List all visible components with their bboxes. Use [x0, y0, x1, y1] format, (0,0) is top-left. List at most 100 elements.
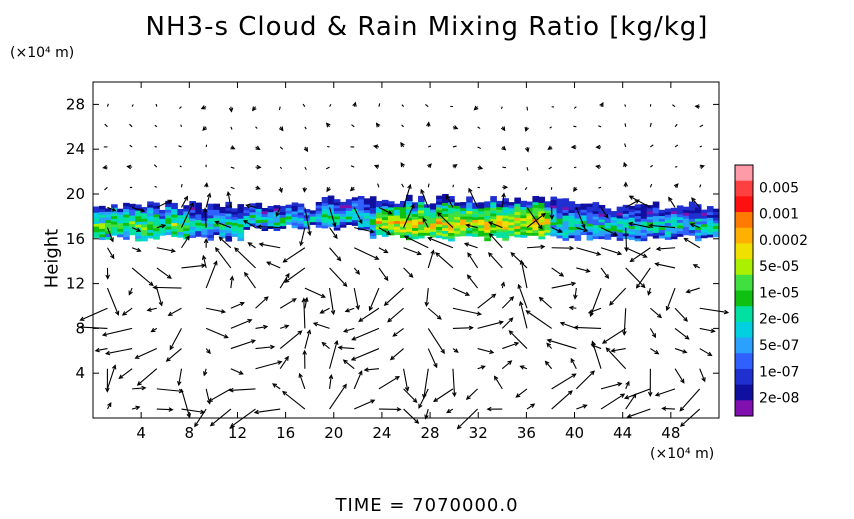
- wind-vector: [551, 281, 577, 289]
- cloud-cell: [219, 212, 227, 216]
- cloud-cell: [171, 216, 178, 221]
- wind-vector: [422, 368, 429, 400]
- cloud-cell: [393, 206, 401, 210]
- wind-vector: [573, 106, 577, 109]
- cloud-cell: [135, 215, 142, 220]
- cloud-cell: [369, 218, 377, 223]
- wind-vector: [685, 287, 700, 294]
- wind-vector: [214, 246, 232, 269]
- cloud-cell: [472, 208, 479, 212]
- cloud-cell: [526, 232, 534, 236]
- cloud-cell: [424, 218, 431, 222]
- cloud-cell: [285, 221, 293, 225]
- cloud-cell: [406, 217, 413, 221]
- cloud-cell: [141, 229, 148, 233]
- cloud-cell: [424, 209, 431, 214]
- wind-vector: [546, 342, 553, 349]
- wind-vector: [595, 144, 602, 150]
- cloud-cell: [153, 205, 160, 209]
- cloud-cell: [225, 224, 233, 228]
- cloud-cell: [448, 210, 455, 214]
- cloud-cell: [321, 216, 329, 221]
- cloud-cell: [177, 209, 184, 213]
- cloud-cell: [285, 204, 293, 209]
- cloud-cell: [111, 221, 118, 225]
- colorbar-label: 0.001: [759, 207, 799, 223]
- cloud-cell: [442, 210, 449, 215]
- cloud-cell: [436, 229, 443, 233]
- cloud-cell: [345, 207, 353, 211]
- wind-vector: [502, 184, 509, 190]
- wind-vector: [180, 201, 194, 228]
- cloud-cell: [399, 203, 407, 208]
- cloud-cell: [225, 235, 233, 239]
- cloud-cell: [682, 231, 690, 236]
- cloud-cell: [213, 231, 221, 236]
- cloud-cell: [550, 221, 558, 226]
- cloud-cell: [321, 225, 329, 229]
- cloud-cell: [123, 219, 130, 224]
- cloud-cell: [225, 218, 233, 223]
- cloud-cell: [688, 226, 696, 231]
- cloud-cell: [586, 209, 594, 213]
- cloud-cell: [436, 201, 443, 205]
- cloud-cell: [562, 223, 570, 227]
- cloud-cell: [219, 226, 227, 230]
- cloud-cell: [424, 221, 431, 225]
- cloud-cell: [562, 220, 570, 225]
- cloud-cell: [291, 210, 299, 215]
- cloud-cell: [526, 215, 534, 219]
- cloud-cell: [694, 215, 702, 219]
- wind-vector: [502, 166, 507, 169]
- cloud-cell: [484, 218, 491, 222]
- cloud-cell: [610, 225, 618, 229]
- cloud-cell: [147, 221, 154, 225]
- wind-vector: [353, 207, 363, 225]
- cloud-cell: [105, 211, 112, 215]
- wind-vector: [477, 165, 484, 170]
- cloud-cell: [538, 216, 546, 220]
- cloud-cell: [502, 212, 509, 216]
- wind-vector: [650, 164, 654, 168]
- cloud-cell: [676, 219, 684, 223]
- wind-vector: [598, 186, 602, 189]
- cloud-cell: [670, 230, 678, 234]
- cloud-cell: [592, 216, 600, 220]
- wind-vector: [106, 364, 117, 390]
- wind-vector: [549, 207, 555, 220]
- cloud-cell: [490, 218, 497, 222]
- cloud-cell: [333, 210, 341, 214]
- wind-vector: [373, 164, 380, 169]
- wind-vector: [465, 223, 478, 229]
- cloud-cell: [628, 214, 636, 218]
- cloud-cell: [393, 228, 401, 233]
- cloud-cell: [616, 223, 624, 227]
- cloud-cell: [189, 203, 196, 208]
- wind-vector: [78, 324, 108, 330]
- cloud-cell: [141, 221, 148, 225]
- y-tick-label: 12: [66, 275, 85, 293]
- cloud-cell: [640, 232, 648, 236]
- cloud-cell: [712, 217, 720, 221]
- wind-vector: [674, 144, 679, 148]
- cloud-cell: [297, 209, 305, 213]
- cloud-cell: [117, 214, 124, 218]
- cloud-cell: [442, 202, 449, 206]
- wind-vector: [156, 223, 167, 229]
- wind-vector: [150, 327, 158, 333]
- cloud-cell: [562, 217, 570, 222]
- x-tick-label: 24: [372, 424, 391, 442]
- cloud-cell: [460, 216, 467, 220]
- cloud-cell: [207, 228, 214, 233]
- cloud-cell: [520, 225, 527, 230]
- wind-vector: [350, 348, 380, 361]
- cloud-cell: [478, 213, 485, 217]
- cloud-cell: [189, 215, 196, 219]
- cloud-cell: [442, 199, 449, 203]
- cloud-cell: [508, 207, 515, 212]
- wind-vector: [201, 254, 207, 269]
- cloud-cell: [466, 230, 473, 234]
- cloud-cell: [640, 209, 648, 214]
- cloud-cell: [598, 221, 606, 226]
